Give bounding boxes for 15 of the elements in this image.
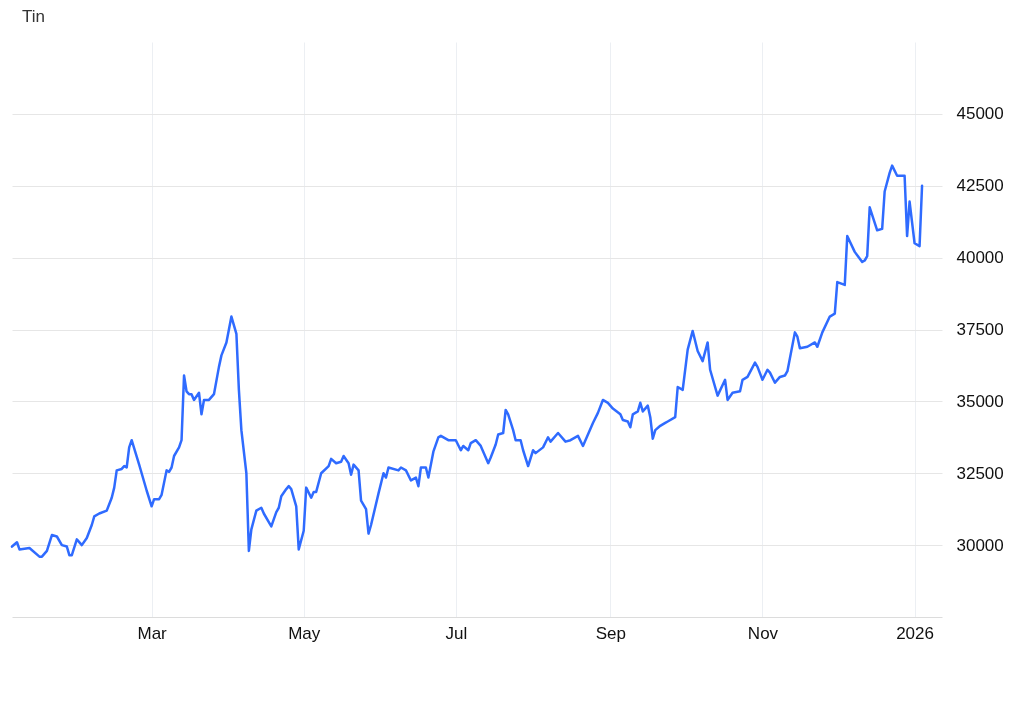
x-tick-label: Jul: [445, 623, 468, 643]
y-tick-label: 30000: [956, 535, 1004, 555]
x-tick-label: May: [288, 623, 321, 643]
line-series: [10, 164, 924, 558]
y-tick-label: 45000: [956, 104, 1004, 124]
x-tick-label: 2026: [896, 623, 934, 643]
y-tick-label: 37500: [956, 320, 1004, 339]
y-tick-label: 35000: [956, 391, 1004, 411]
x-tick-label: Sep: [595, 623, 627, 643]
y-tick-label: 42500: [956, 176, 1004, 196]
x-tick-label: Mar: [137, 623, 168, 643]
chart-title: Tin: [22, 7, 45, 26]
x-tick-label: Nov: [747, 623, 779, 643]
y-tick-label: 40000: [956, 248, 1004, 268]
y-tick-label: 32500: [956, 463, 1004, 483]
